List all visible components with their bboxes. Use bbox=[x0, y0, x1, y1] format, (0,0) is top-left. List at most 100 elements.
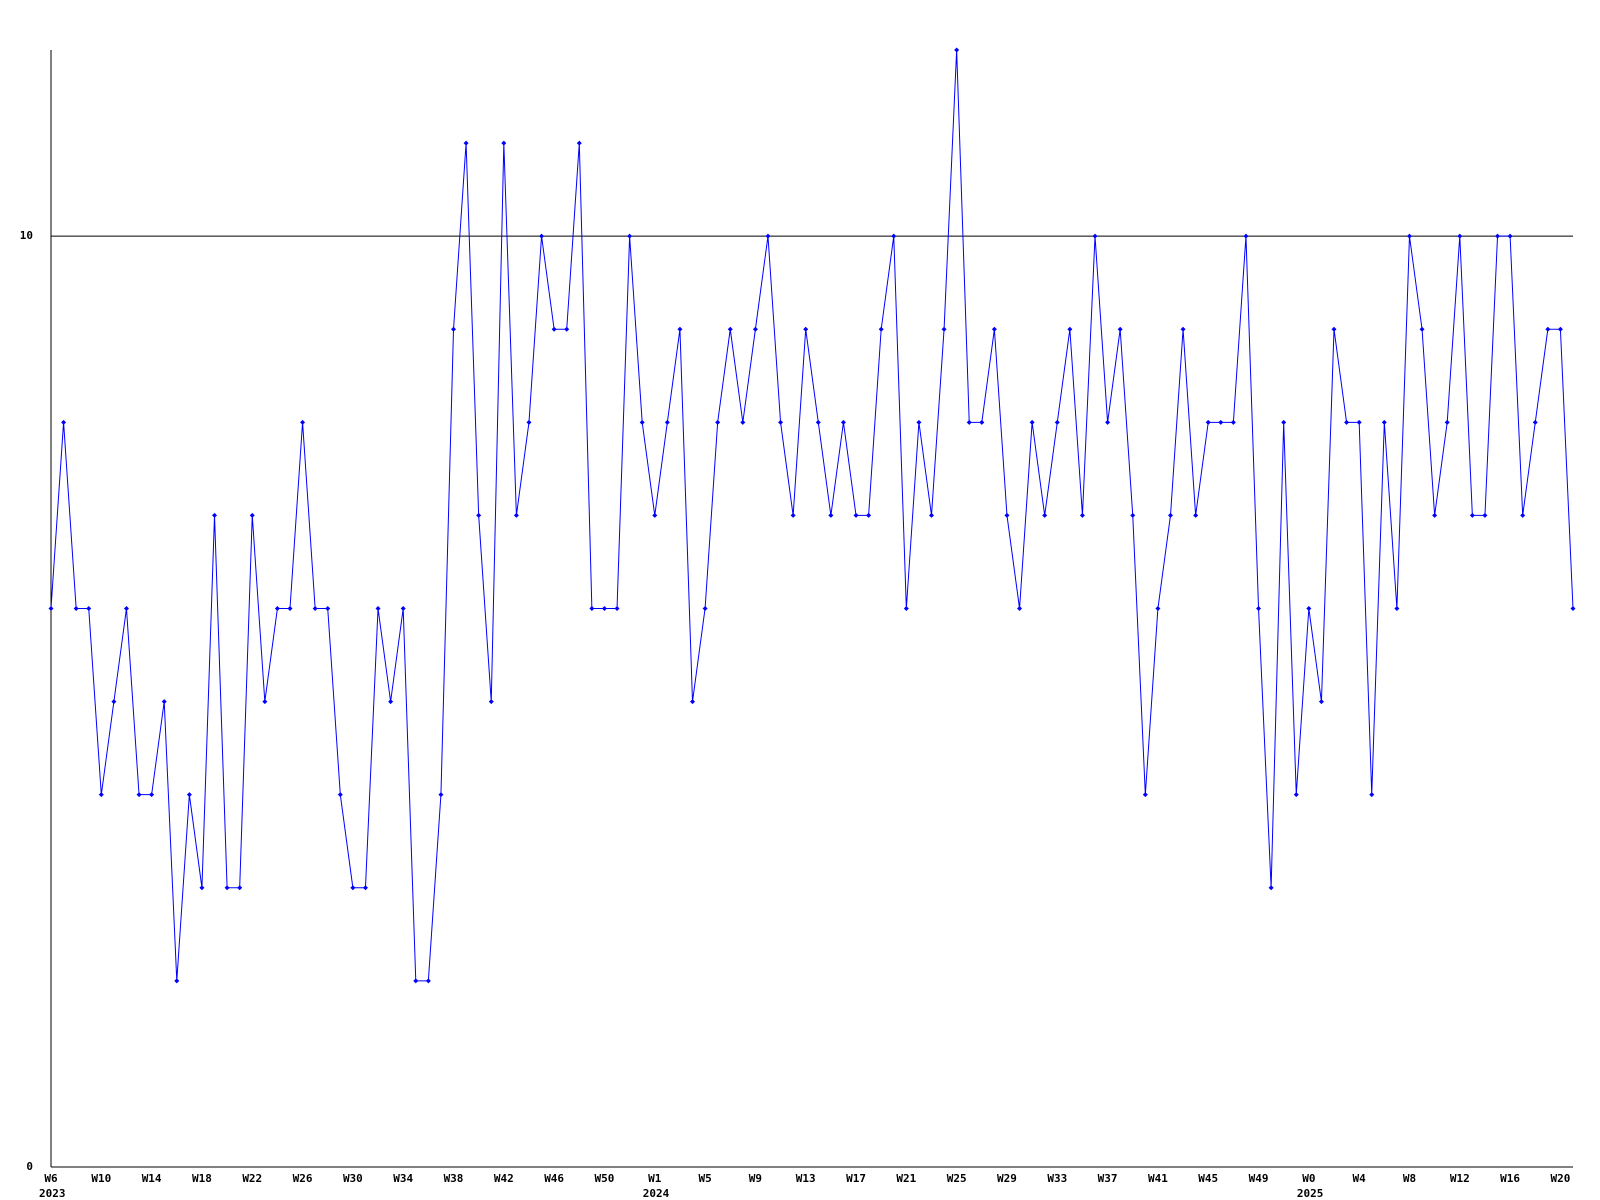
point bbox=[1130, 512, 1136, 518]
point bbox=[1180, 326, 1186, 332]
point bbox=[1557, 326, 1563, 332]
point bbox=[413, 978, 419, 984]
point bbox=[476, 512, 482, 518]
point bbox=[752, 326, 758, 332]
point bbox=[199, 885, 205, 891]
x-tick-label: W14 bbox=[142, 1172, 162, 1185]
point bbox=[1432, 512, 1438, 518]
point bbox=[1318, 699, 1324, 705]
point bbox=[463, 140, 469, 146]
point bbox=[174, 978, 180, 984]
point bbox=[1205, 419, 1211, 425]
point bbox=[1369, 792, 1375, 798]
x-tick-label: W6 bbox=[44, 1172, 58, 1185]
point bbox=[690, 699, 696, 705]
x-tick-label: W9 bbox=[749, 1172, 762, 1185]
point bbox=[790, 512, 796, 518]
point bbox=[1356, 419, 1362, 425]
x-tick-label: W46 bbox=[544, 1172, 564, 1185]
point bbox=[539, 233, 545, 239]
point bbox=[1281, 419, 1287, 425]
x-tick-label: W30 bbox=[343, 1172, 363, 1185]
point bbox=[1167, 512, 1173, 518]
point bbox=[488, 699, 494, 705]
x-tick-label: W42 bbox=[494, 1172, 514, 1185]
x-tick-label: W38 bbox=[444, 1172, 464, 1185]
point bbox=[1520, 512, 1526, 518]
point bbox=[815, 419, 821, 425]
point bbox=[337, 792, 343, 798]
point bbox=[589, 606, 595, 611]
point bbox=[916, 419, 922, 425]
point bbox=[1507, 233, 1513, 239]
point bbox=[388, 699, 394, 705]
point bbox=[287, 606, 293, 611]
point bbox=[1155, 606, 1161, 611]
point bbox=[1545, 326, 1551, 332]
point bbox=[702, 606, 708, 611]
point bbox=[1067, 326, 1073, 332]
point bbox=[1142, 792, 1148, 798]
x-tick-label: W20 bbox=[1550, 1172, 1570, 1185]
x-tick-label: W8 bbox=[1403, 1172, 1416, 1185]
point bbox=[803, 326, 809, 332]
point bbox=[1306, 606, 1312, 611]
point bbox=[551, 326, 557, 332]
point bbox=[451, 326, 457, 332]
point bbox=[878, 326, 884, 332]
x-tick-label: W17 bbox=[846, 1172, 866, 1185]
x-tick-label: W0 bbox=[1302, 1172, 1315, 1185]
point bbox=[86, 606, 92, 611]
point bbox=[1293, 792, 1299, 798]
point bbox=[614, 606, 620, 611]
point bbox=[249, 512, 255, 518]
x-tick-label: W50 bbox=[595, 1172, 615, 1185]
point bbox=[300, 419, 306, 425]
y-tick-label: 0 bbox=[26, 1160, 33, 1173]
x-tick-label: W12 bbox=[1450, 1172, 1470, 1185]
point bbox=[98, 792, 104, 798]
point bbox=[991, 326, 997, 332]
point bbox=[526, 419, 532, 425]
point bbox=[1004, 512, 1010, 518]
point bbox=[425, 978, 431, 984]
point bbox=[501, 140, 507, 146]
y-tick-label: 10 bbox=[20, 229, 33, 242]
point bbox=[123, 606, 129, 611]
x-tick-label: W10 bbox=[91, 1172, 111, 1185]
point bbox=[1532, 419, 1538, 425]
point bbox=[1482, 512, 1488, 518]
point bbox=[1344, 419, 1350, 425]
x-tick-label: W5 bbox=[698, 1172, 711, 1185]
point bbox=[1381, 419, 1387, 425]
point bbox=[1079, 512, 1085, 518]
point bbox=[778, 419, 784, 425]
point bbox=[262, 699, 268, 705]
point bbox=[941, 326, 947, 332]
point bbox=[652, 512, 658, 518]
point bbox=[312, 606, 318, 611]
point bbox=[362, 885, 368, 891]
point bbox=[400, 606, 406, 611]
point bbox=[212, 512, 218, 518]
point bbox=[1029, 419, 1035, 425]
point bbox=[966, 419, 972, 425]
point bbox=[1105, 419, 1111, 425]
point bbox=[1042, 512, 1048, 518]
point bbox=[1419, 326, 1425, 332]
point bbox=[111, 699, 117, 705]
x-year-label: 2024 bbox=[643, 1187, 670, 1200]
point bbox=[1495, 233, 1501, 239]
x-tick-label: W26 bbox=[293, 1172, 313, 1185]
x-tick-label: W22 bbox=[242, 1172, 262, 1185]
point bbox=[1117, 326, 1123, 332]
point bbox=[627, 233, 633, 239]
line bbox=[50, 49, 1574, 982]
point bbox=[350, 885, 356, 891]
point bbox=[727, 326, 733, 332]
point bbox=[1092, 233, 1098, 239]
point bbox=[639, 419, 645, 425]
point bbox=[1256, 606, 1262, 611]
x-tick-label: W29 bbox=[997, 1172, 1017, 1185]
